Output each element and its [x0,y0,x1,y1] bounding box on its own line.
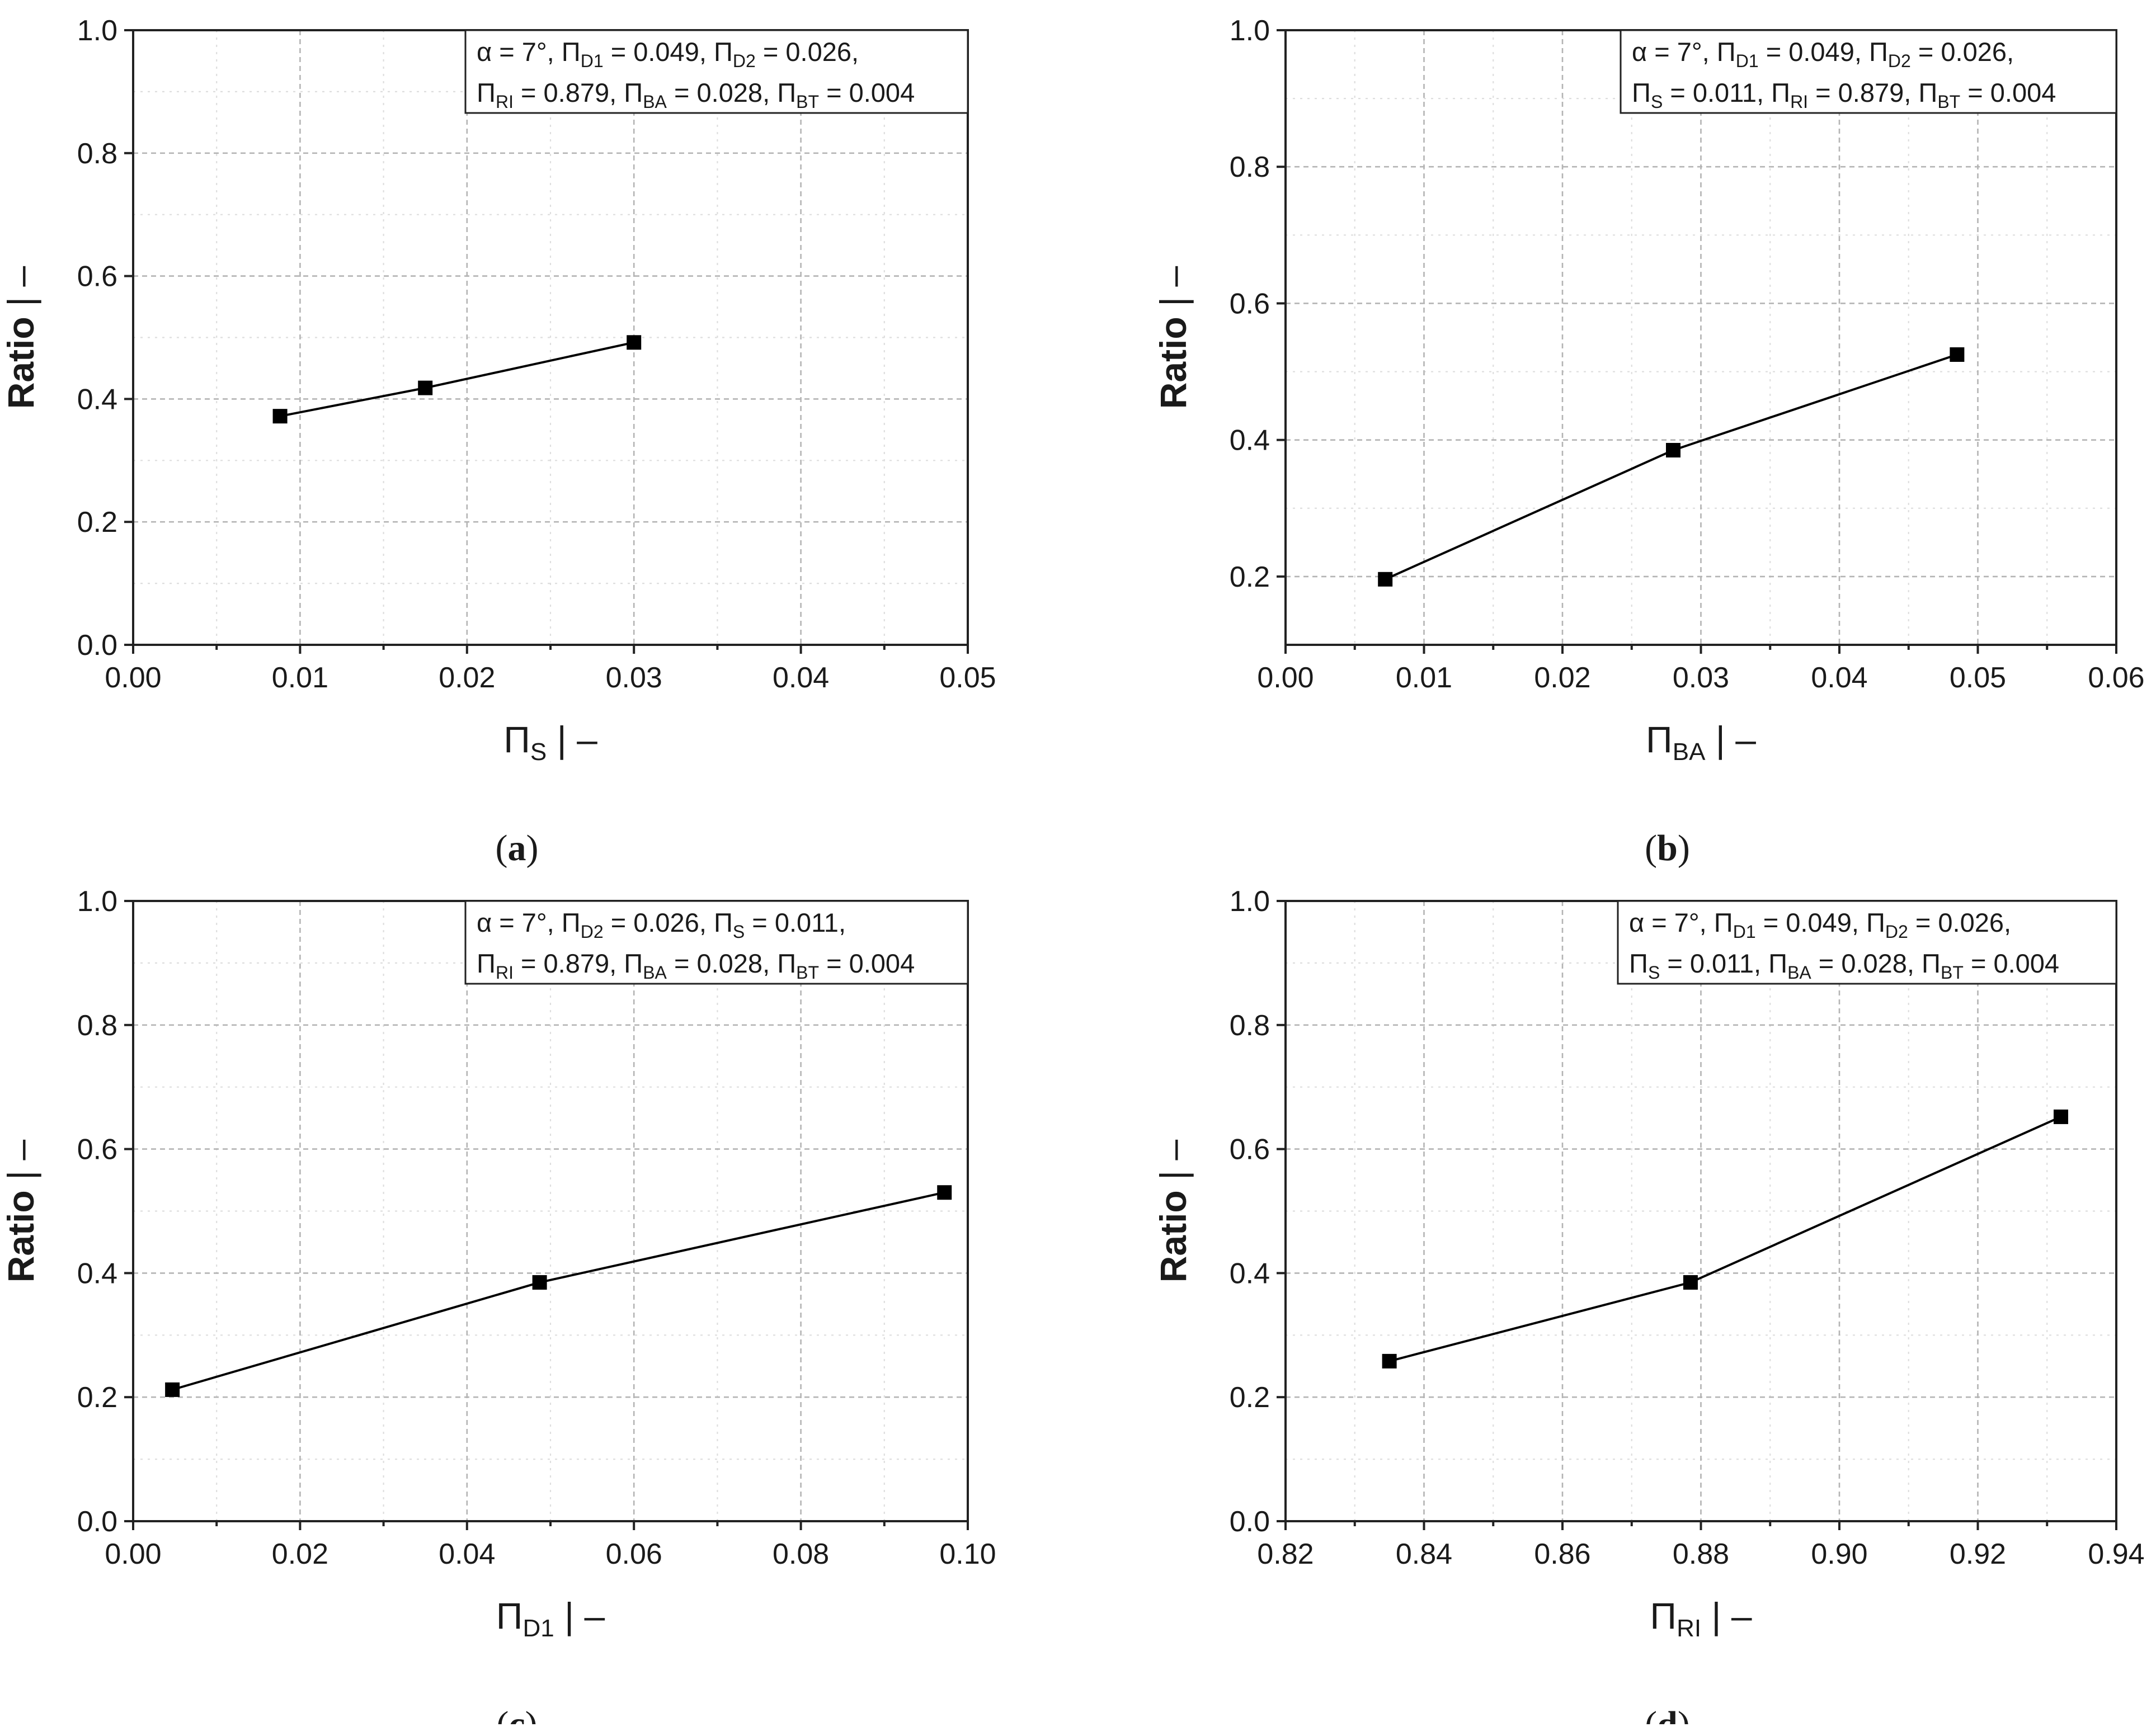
panel-b-panel-label: (b) [1645,828,1690,869]
panel-a-legend-line: α = 7°, ΠD1 = 0.049, ΠD2 = 0.026, [477,37,859,71]
panel-d-panel-label: (d) [1645,1704,1690,1724]
panel-b-x-tick-label: 0.05 [1950,662,2006,694]
panel-b-legend-line: α = 7°, ΠD1 = 0.049, ΠD2 = 0.026, [1632,37,2014,71]
panel-c-y-tick-label: 0.4 [77,1257,117,1290]
panel-a-x-tick-label: 0.03 [606,662,662,694]
panel-b-x-tick-label: 0.04 [1811,662,1867,694]
panel-b-y-axis-title: Ratio | – [1152,266,1194,409]
panel-c-panel-label: (c) [496,1704,537,1724]
panel-c-x-tick-label: 0.04 [439,1538,495,1570]
panel-d-data-point [1382,1353,1397,1369]
panel-c-y-tick-label: 0.0 [77,1506,117,1538]
panel-d-series-line [1389,1116,2061,1362]
panel-c-legend-line: α = 7°, ΠD2 = 0.026, ΠS = 0.011, [477,908,846,942]
panel-d-data-point [1683,1275,1698,1290]
panel-a-x-tick-label: 0.04 [773,662,829,694]
panel-d-y-axis-title: Ratio | – [1152,1139,1194,1282]
panel-d-y-tick-label: 0.6 [1230,1134,1270,1166]
panel-a-y-tick-label: 0.0 [77,629,117,662]
panel-d-x-tick-label: 0.84 [1396,1538,1452,1570]
panel-c-y-tick-label: 1.0 [77,885,117,918]
panel-b-x-tick-label: 0.00 [1257,662,1314,694]
panel-d-y-tick-label: 0.8 [1230,1009,1270,1042]
panel-c-legend-line: ΠRI = 0.879, ΠBA = 0.028, ΠBT = 0.004 [477,949,915,983]
panel-d-y-tick-label: 0.2 [1230,1381,1270,1414]
panel-b-y-tick-label: 0.6 [1230,287,1270,320]
panel-b-data-point [1666,442,1680,457]
panel-d-x-tick-label: 0.90 [1811,1538,1867,1570]
panel-d-data-point [2054,1109,2068,1124]
panel-a-x-tick-label: 0.02 [439,662,495,694]
panel-b-y-tick-label: 0.8 [1230,151,1270,183]
panel-d-x-tick-label: 0.82 [1257,1538,1314,1570]
panel-a-x-tick-label: 0.01 [272,662,328,694]
panel-c-x-tick-label: 0.08 [773,1538,829,1570]
panel-a-x-tick-label: 0.00 [105,662,161,694]
panel-a-x-axis-title: ΠS | – [503,719,597,766]
panel-b-x-axis-title: ΠBA | – [1646,719,1756,766]
panel-d-x-tick-label: 0.92 [1950,1538,2006,1570]
panel-d-legend-line: ΠS = 0.011, ΠBA = 0.028, ΠBT = 0.004 [1629,949,2059,983]
panel-b-data-point [1950,347,1965,362]
panel-d: 0.82 0.84 0.86 0.88 0.90 0.92 0.94 0.0 0.2 0.4 0.6… [1152,885,2145,1727]
panel-b-x-tick-label: 0.02 [1534,662,1590,694]
panel-d-legend-line: α = 7°, ΠD1 = 0.049, ΠD2 = 0.026, [1629,908,2011,942]
panel-c-y-tick-label: 0.8 [77,1009,117,1042]
panel-a-data-point [627,335,642,350]
panel-a-data-point [272,409,288,424]
panel-c-y-tick-label: 0.2 [77,1381,117,1414]
panel-c-x-tick-label: 0.10 [939,1538,996,1570]
panel-b-x-tick-label: 0.03 [1673,662,1729,694]
panel-b-y-tick-label: 0.4 [1230,424,1270,457]
panel-c-data-point [937,1185,952,1200]
panel-a: 0.00 0.01 0.02 0.03 0.04 0.05 0.0 0.2 0.4 0.6 0.8 1… [0,15,996,869]
panel-b-series-line [1385,353,1958,581]
panel-a-series-line [280,341,634,418]
panel-d-x-axis-title: ΠRI | – [1650,1595,1752,1642]
panel-c-series-line [172,1191,945,1391]
panel-b-data-point [1378,572,1393,587]
panel-a-y-tick-label: 0.6 [77,261,117,293]
panel-b-x-tick-label: 0.06 [2088,662,2144,694]
panel-a-y-axis-title: Ratio | – [0,266,41,409]
panel-a-panel-label: (a) [496,828,539,869]
panel-c-x-axis-title: ΠD1 | – [496,1595,605,1642]
panel-b-y-tick-label: 0.2 [1230,561,1270,593]
panel-d-y-tick-label: 1.0 [1230,885,1270,918]
panel-a-y-tick-label: 1.0 [77,15,117,47]
panel-a-legend-line: ΠRI = 0.879, ΠBA = 0.028, ΠBT = 0.004 [477,78,915,112]
panel-a-y-tick-label: 0.2 [77,506,117,539]
panel-c-legend-box [464,900,969,985]
panel-d-y-tick-label: 0.0 [1230,1506,1270,1538]
panel-a-y-tick-label: 0.4 [77,383,117,416]
panel-c-x-tick-label: 0.02 [272,1538,328,1570]
panel-b-legend-box [1620,29,2117,114]
panel-a-data-point [418,380,433,395]
panel-b-y-tick-label: 1.0 [1230,15,1270,47]
panel-c-data-point [532,1275,547,1290]
panel-b-legend-line: ΠS = 0.011, ΠRI = 0.879, ΠBT = 0.004 [1632,78,2056,112]
panel-d-x-tick-label: 0.86 [1534,1538,1590,1570]
panel-c-x-tick-label: 0.06 [606,1538,662,1570]
panel-a-x-tick-label: 0.05 [939,662,996,694]
panel-d-x-tick-label: 0.88 [1673,1538,1729,1570]
panel-c-data-point [165,1382,180,1397]
panel-b-x-tick-label: 0.01 [1396,662,1452,694]
panel-d-x-tick-label: 0.94 [2088,1538,2144,1570]
panel-c-y-tick-label: 0.6 [77,1134,117,1166]
panel-c-x-tick-label: 0.00 [105,1538,161,1570]
panel-a-y-tick-label: 0.8 [77,138,117,170]
panel-d-legend-box [1617,900,2117,985]
panel-c: 0.00 0.02 0.04 0.06 0.08 0.10 0.0 0.2 0.4 0.6 0.8 1… [0,885,996,1727]
panel-a-legend-box [464,29,969,114]
panel-d-y-tick-label: 0.4 [1230,1257,1270,1290]
panel-b: 0.00 0.01 0.02 0.03 0.04 0.05 0.06 0.2 0.4 0.6 0.8… [1152,15,2145,869]
panel-c-y-axis-title: Ratio | – [0,1139,41,1282]
